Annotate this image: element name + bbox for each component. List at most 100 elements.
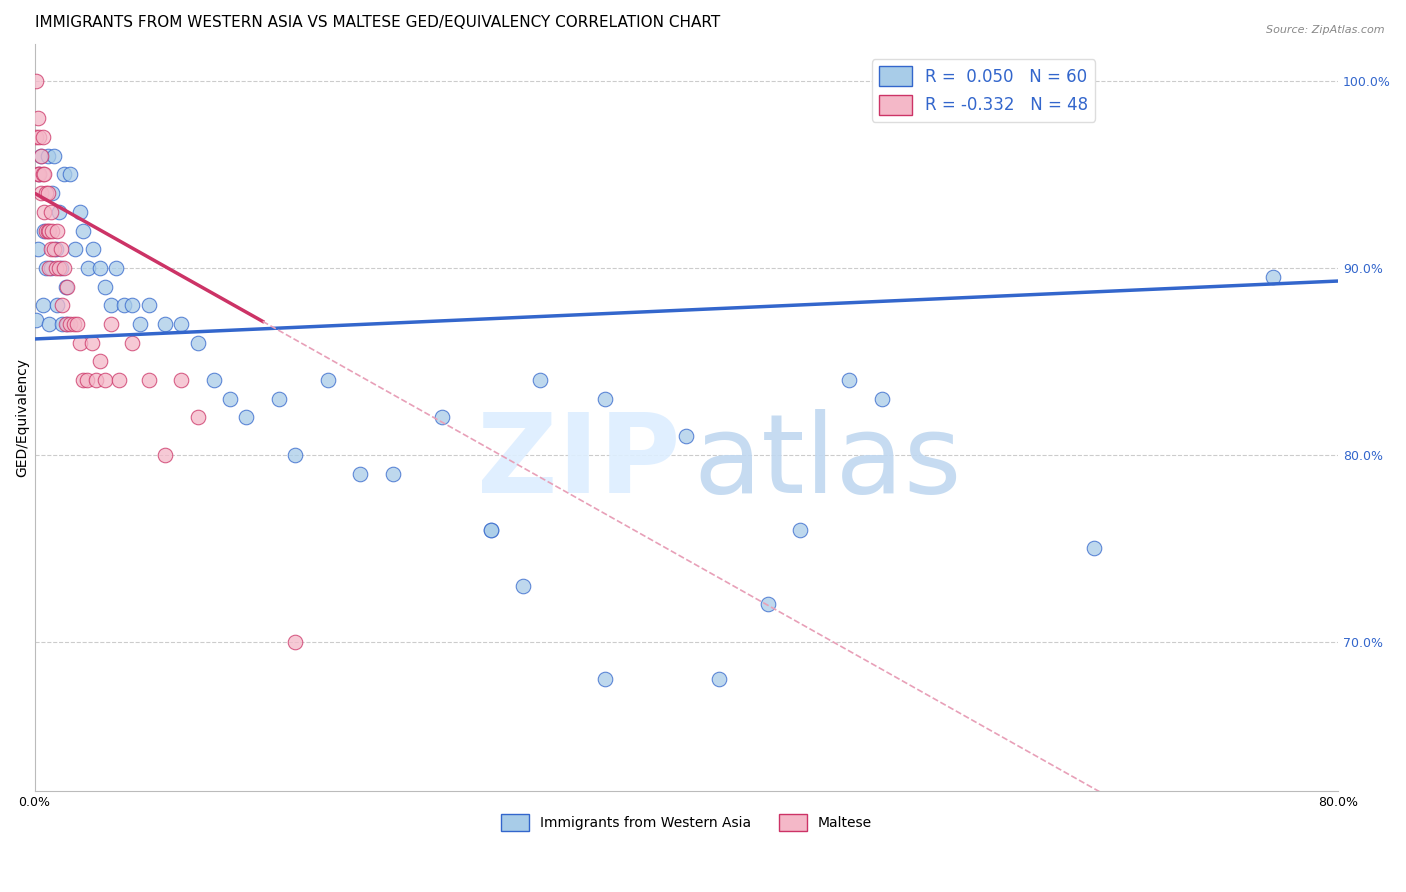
- Point: [51, 298, 73, 312]
- Point: [34, 168, 56, 182]
- Point: [316, 373, 339, 387]
- Point: [56, 317, 79, 331]
- Point: [202, 373, 225, 387]
- Point: [186, 335, 208, 350]
- Point: [38, 260, 60, 275]
- Point: [82, 242, 104, 256]
- Legend: Immigrants from Western Asia, Maltese: Immigrants from Western Asia, Maltese: [495, 808, 877, 837]
- Point: [593, 672, 616, 686]
- Point: [51, 317, 73, 331]
- Point: [25, 313, 48, 327]
- Point: [105, 260, 128, 275]
- Point: [76, 373, 98, 387]
- Point: [100, 298, 122, 312]
- Point: [52, 168, 75, 182]
- Point: [28, 130, 51, 145]
- Point: [349, 467, 371, 481]
- Point: [138, 298, 160, 312]
- Point: [52, 260, 75, 275]
- Point: [69, 335, 91, 350]
- Point: [56, 279, 79, 293]
- Point: [153, 448, 176, 462]
- Point: [46, 223, 69, 237]
- Point: [35, 186, 58, 201]
- Point: [42, 242, 65, 256]
- Point: [69, 205, 91, 219]
- Point: [153, 317, 176, 331]
- Point: [72, 223, 94, 237]
- Point: [93, 279, 115, 293]
- Point: [48, 260, 70, 275]
- Point: [86, 373, 108, 387]
- Point: [593, 392, 616, 406]
- Point: [512, 579, 534, 593]
- Point: [28, 168, 51, 182]
- Point: [45, 260, 67, 275]
- Point: [235, 410, 257, 425]
- Point: [59, 317, 82, 331]
- Point: [1083, 541, 1105, 556]
- Point: [138, 373, 160, 387]
- Point: [37, 223, 59, 237]
- Point: [267, 392, 290, 406]
- Point: [41, 186, 63, 201]
- Point: [72, 373, 94, 387]
- Point: [77, 260, 100, 275]
- Point: [479, 523, 502, 537]
- Point: [121, 335, 143, 350]
- Point: [35, 223, 58, 237]
- Point: [37, 186, 59, 201]
- Point: [49, 260, 72, 275]
- Point: [39, 205, 62, 219]
- Point: [170, 317, 193, 331]
- Point: [479, 523, 502, 537]
- Point: [219, 392, 242, 406]
- Point: [38, 317, 60, 331]
- Point: [39, 260, 62, 275]
- Point: [31, 298, 53, 312]
- Point: [27, 242, 49, 256]
- Point: [112, 298, 135, 312]
- Point: [25, 74, 48, 88]
- Point: [284, 634, 307, 648]
- Point: [55, 317, 77, 331]
- Point: [28, 168, 51, 182]
- Point: [121, 298, 143, 312]
- Point: [59, 168, 82, 182]
- Point: [89, 354, 111, 368]
- Point: [430, 410, 453, 425]
- Point: [37, 149, 59, 163]
- Point: [45, 242, 67, 256]
- Point: [34, 205, 56, 219]
- Point: [41, 223, 63, 237]
- Y-axis label: GED/Equivalency: GED/Equivalency: [15, 358, 30, 477]
- Point: [48, 205, 70, 219]
- Point: [31, 168, 53, 182]
- Point: [382, 467, 405, 481]
- Point: [789, 523, 811, 537]
- Point: [66, 317, 89, 331]
- Point: [39, 242, 62, 256]
- Point: [27, 168, 49, 182]
- Point: [284, 448, 307, 462]
- Point: [838, 373, 860, 387]
- Point: [1261, 270, 1284, 285]
- Point: [25, 130, 48, 145]
- Point: [870, 392, 893, 406]
- Point: [30, 149, 52, 163]
- Point: [49, 242, 72, 256]
- Text: atlas: atlas: [693, 409, 962, 516]
- Point: [34, 223, 56, 237]
- Point: [707, 672, 730, 686]
- Point: [55, 279, 77, 293]
- Point: [80, 335, 103, 350]
- Point: [108, 373, 131, 387]
- Point: [38, 223, 60, 237]
- Point: [529, 373, 551, 387]
- Point: [62, 317, 84, 331]
- Point: [27, 112, 49, 126]
- Text: ZIP: ZIP: [477, 409, 681, 516]
- Point: [186, 410, 208, 425]
- Point: [170, 373, 193, 387]
- Text: IMMIGRANTS FROM WESTERN ASIA VS MALTESE GED/EQUIVALENCY CORRELATION CHART: IMMIGRANTS FROM WESTERN ASIA VS MALTESE …: [35, 15, 720, 30]
